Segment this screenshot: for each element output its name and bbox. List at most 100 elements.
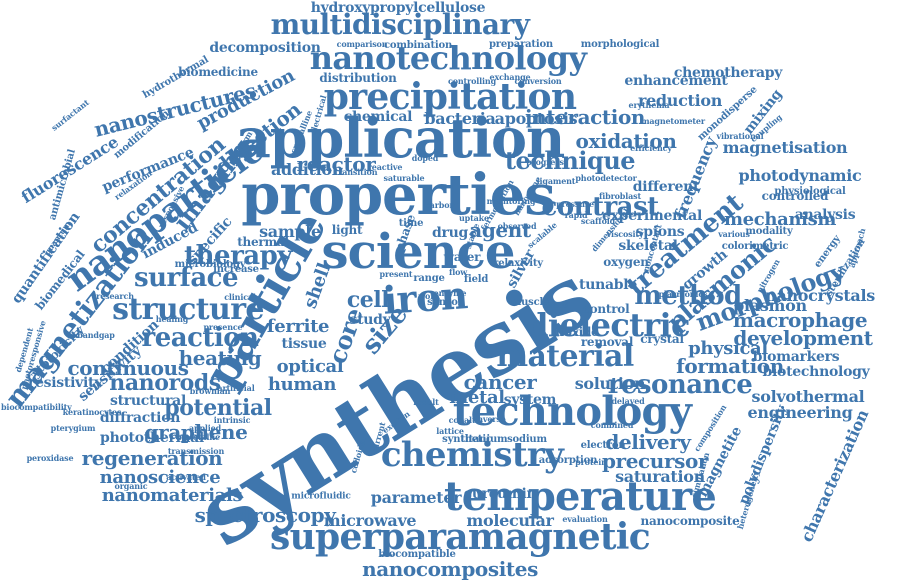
word-uptake: uptake	[459, 213, 489, 223]
word-combination: combination	[383, 40, 453, 51]
word-morphological: morphological	[580, 39, 660, 50]
word-saturable: saturable	[383, 173, 425, 183]
word-combined: combined	[590, 420, 634, 430]
word-nanoscience: nanoscience	[99, 467, 221, 488]
word-surface: surface	[133, 263, 239, 293]
word-lattice: lattice	[436, 426, 464, 436]
word-study: study	[349, 312, 391, 328]
word-diffraction: diffraction	[99, 410, 181, 426]
word-metal: metal	[449, 387, 505, 408]
word-various: various	[718, 229, 750, 239]
word-ferrite: ferrite	[266, 316, 330, 337]
word-removal: removal	[580, 335, 634, 349]
word-spions: spions	[635, 224, 685, 240]
word-reactive: reactive	[367, 162, 403, 172]
word-nanomaterials: nanomaterials	[101, 485, 243, 506]
word-science: science	[321, 224, 516, 280]
word-inverse: inverse	[474, 414, 506, 424]
word-scaffold: scaffold	[580, 216, 616, 226]
word-progress: progress	[526, 157, 564, 167]
word-nanorods: nanorods	[109, 370, 221, 396]
word-oxidation: oxidation	[575, 129, 677, 153]
word-evaluation: evaluation	[562, 514, 608, 524]
word-cell: cell	[346, 287, 390, 313]
word-observed: observed	[497, 221, 537, 231]
word-therapy: therapy	[184, 241, 292, 271]
word-modality: modality	[745, 226, 793, 237]
word-oxygen: oxygen	[603, 255, 649, 269]
word-controlled: controlled	[761, 189, 829, 203]
word-fibroblast: fibroblast	[598, 191, 642, 201]
word-photodynamic: photodynamic	[738, 166, 862, 185]
word-nanocrystals: nanocrystals	[765, 286, 875, 305]
word-increase: increase	[213, 264, 259, 275]
word-crystal: crystal	[640, 332, 684, 346]
word-technique: technique	[504, 146, 636, 175]
word-tunable: tunable	[579, 277, 637, 293]
word-magnetometer: magnetometer	[641, 116, 705, 126]
word-bacteria: bacteria	[424, 109, 496, 128]
word-solvothermal: solvothermal	[751, 387, 865, 406]
word-biomarkers: biomarkers	[752, 349, 840, 365]
word-preparation: preparation	[488, 39, 554, 50]
word-microfluidic: microfluidic	[291, 491, 351, 502]
word-experimental: experimental	[601, 208, 703, 224]
word-apoptosis: apoptosis	[494, 109, 578, 128]
word-synthetic: synthetic	[442, 434, 492, 445]
word-pterygium: pterygium	[50, 423, 96, 433]
word-peroxidase: peroxidase	[26, 453, 74, 463]
word-electron: electron	[580, 440, 626, 451]
word-precipitation: precipitation	[323, 76, 577, 118]
word-reaction: reaction	[141, 323, 259, 353]
word-controlling: controlling	[447, 76, 497, 86]
word-protein: protein	[575, 457, 607, 467]
word-doped: doped	[411, 153, 439, 163]
word-solution: solution	[574, 374, 646, 393]
word-titanium: titanium	[460, 434, 508, 445]
word-human: human	[267, 374, 337, 395]
word-tissue: tissue	[281, 336, 327, 352]
word-parameter: parameter	[370, 488, 462, 507]
word-decomposition: decomposition	[209, 40, 321, 56]
word-drug: drug	[431, 225, 469, 241]
word-result: result	[413, 397, 439, 407]
word-multidisciplinary: multidisciplinary	[270, 8, 530, 41]
word-properties: properties	[241, 162, 556, 228]
word-erythema: erythema	[628, 100, 670, 110]
word-different: different	[632, 179, 700, 195]
word-applied: applied	[188, 423, 222, 433]
word-transmission: transmission	[167, 446, 225, 456]
word-formation: formation	[676, 354, 784, 378]
word-efficiency: efficiency	[630, 143, 672, 153]
word-intrinsic: intrinsic	[213, 415, 251, 425]
word-regeneration: regeneration	[81, 446, 223, 470]
word-muscle: muscle	[510, 297, 550, 308]
word-surfactant: surfactant	[49, 97, 91, 133]
word-flow: flow	[448, 267, 468, 277]
word-brownian: brownian	[189, 386, 231, 396]
word-thermal: thermal	[237, 235, 289, 249]
word-structural: structural	[109, 393, 187, 409]
word-characterization: characterization	[796, 406, 873, 545]
word-field: field	[463, 274, 489, 285]
word-delayed: delayed	[611, 396, 645, 406]
word-biotechnology: biotechnology	[762, 364, 870, 380]
word-structure: structure	[112, 292, 264, 327]
word-research: research	[96, 291, 134, 301]
word-distribution: distribution	[319, 71, 397, 85]
word-bimetallic: bimetallic	[176, 432, 220, 442]
word-nanocomposite: nanocomposite	[640, 514, 740, 528]
word-clinical: clinical	[224, 292, 256, 302]
word-application: application	[235, 106, 565, 170]
word-continuous: continuous	[67, 356, 189, 380]
word-graphene: graphene	[144, 420, 248, 444]
word-presence: presence	[203, 322, 243, 332]
word-resistivity: resistivity	[27, 375, 103, 391]
word-method: method	[634, 281, 742, 311]
word-biocompatible: biocompatible	[378, 549, 456, 560]
word-addition: addition	[270, 160, 344, 179]
word-colorimetric: colorimetric	[721, 241, 789, 252]
word-skeletal: skeletal	[618, 238, 678, 254]
word-contrast: contrast	[541, 192, 659, 222]
word-superparamagnetic: superparamagnetic	[270, 516, 651, 558]
